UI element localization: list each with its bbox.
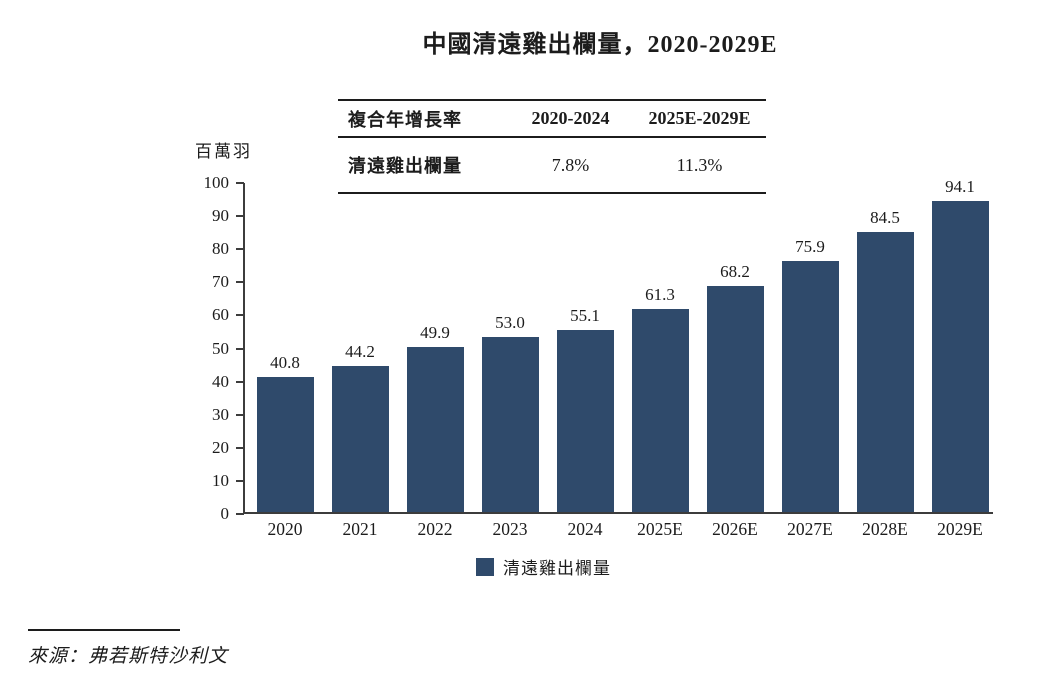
source-divider [28, 629, 180, 631]
x-axis-label: 2028E [862, 519, 908, 539]
cagr-table-data-row: 清遠雞出欄量 7.8% 11.3% [338, 138, 766, 192]
y-axis-tick [236, 446, 244, 449]
y-axis-tick-label: 50 [212, 338, 229, 358]
y-axis-tick-label: 100 [203, 173, 230, 192]
y-axis-tick [236, 215, 244, 218]
y-axis-tick [236, 314, 244, 317]
y-axis-tick [236, 281, 244, 284]
x-axis-label: 2020 [267, 519, 303, 539]
cagr-table: 複合年增長率 2020-2024 2025E-2029E 清遠雞出欄量 7.8%… [338, 99, 766, 194]
bar-2025E [631, 309, 689, 512]
bar-value-label: 84.5 [870, 208, 900, 228]
x-axis-label: 2027E [787, 519, 833, 539]
y-axis-tick-label: 20 [212, 437, 229, 457]
x-axis-label: 2021 [342, 519, 378, 539]
bar-value-label: 55.1 [570, 305, 600, 325]
cagr-header-period2: 2025E-2029E [648, 108, 751, 128]
bar-2024 [556, 329, 614, 512]
y-axis-tick-label: 80 [212, 239, 229, 259]
y-axis-tick [236, 347, 244, 350]
bar-2022 [406, 346, 464, 512]
bar-value-label: 61.3 [645, 285, 675, 305]
y-axis-tick-label: 60 [212, 305, 229, 325]
bar-value-label: 49.9 [420, 322, 450, 342]
bar-value-label: 53.0 [495, 312, 525, 332]
y-axis-tick-label: 40 [212, 371, 229, 391]
cagr-table-header-row: 複合年增長率 2020-2024 2025E-2029E [338, 101, 766, 138]
bar-value-label: 40.8 [270, 352, 300, 372]
cagr-row-period1-value: 7.8% [551, 154, 590, 175]
bar-2028E [856, 232, 914, 512]
y-axis-tick [236, 413, 244, 416]
y-axis-tick [236, 182, 244, 184]
y-axis-tick-label: 10 [212, 470, 229, 490]
bar-2026E [706, 286, 764, 512]
y-axis-tick-label: 0 [220, 504, 230, 523]
bar-2020 [256, 376, 314, 512]
legend-swatch-icon [476, 557, 494, 576]
y-axis-tick [236, 479, 244, 482]
cagr-header-period1: 2020-2024 [531, 108, 610, 128]
x-axis-label: 2025E [637, 519, 683, 539]
y-axis-tick-label: 30 [212, 404, 229, 424]
legend-label: 清遠雞出欄量 [503, 559, 611, 578]
chart-title: 中國清遠雞出欄量，2020-2029E [422, 32, 778, 58]
x-axis-label: 2023 [492, 519, 528, 539]
bar-2021 [331, 365, 389, 512]
y-axis-tick [236, 380, 244, 383]
bar-value-label: 44.2 [345, 341, 375, 361]
x-axis-label: 2022 [417, 519, 453, 539]
y-axis-unit-label: 百萬羽 [195, 142, 252, 161]
cagr-row-period2-value: 11.3% [676, 154, 723, 175]
plot-area: 0 10 20 30 40 50 60 70 80 90 100 40.8 2020 44.2 2021 49… [204, 173, 993, 539]
bar-2023 [481, 336, 539, 512]
y-axis-tick [236, 248, 244, 251]
bar-value-label: 94.1 [945, 176, 975, 196]
bar-2027E [781, 260, 839, 512]
source-text: 來源：弗若斯特沙利文 [28, 646, 229, 667]
bar-value-label: 68.2 [720, 262, 750, 282]
bar-value-label: 75.9 [795, 236, 825, 256]
x-axis-label: 2029E [937, 519, 983, 539]
bar-2029E [931, 200, 989, 512]
legend: 清遠雞出欄量 [476, 554, 611, 579]
cagr-header-metric: 複合年增長率 [348, 109, 462, 130]
x-axis-label: 2024 [567, 519, 603, 539]
x-axis-label: 2026E [712, 519, 758, 539]
cagr-row-metric: 清遠雞出欄量 [348, 156, 462, 176]
y-axis-tick [236, 513, 244, 515]
y-axis-tick-label: 70 [212, 272, 229, 292]
y-axis-tick-label: 90 [212, 206, 229, 226]
